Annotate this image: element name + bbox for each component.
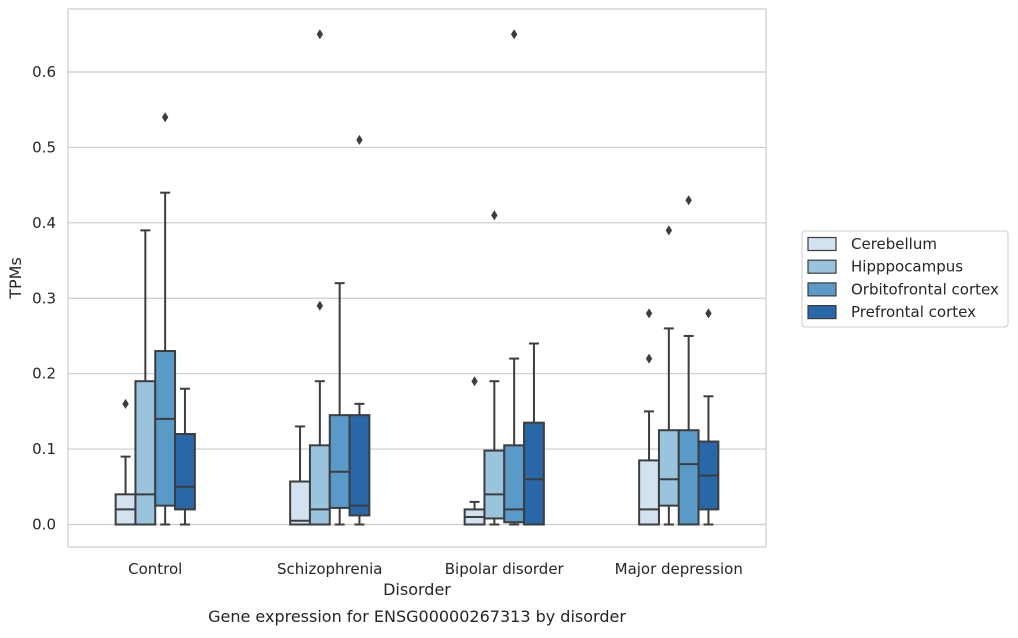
y-tick-label: 0.5 [32, 138, 56, 156]
box-body [134, 380, 157, 526]
y-tick-label: 0.3 [32, 289, 56, 307]
box-orbitofrontal-cortex [677, 195, 700, 526]
box-body [503, 444, 526, 524]
x-tick-label: Schizophrenia [277, 560, 382, 578]
outlier-point [510, 29, 518, 40]
box-orbitofrontal-cortex [328, 282, 351, 526]
x-tick-label: Major depression [615, 560, 743, 578]
box-hipppocampus [308, 29, 331, 526]
box-prefrontal-cortex [523, 342, 545, 526]
outlier-point [471, 376, 478, 387]
box-prefrontal-cortex [174, 387, 196, 526]
x-axis-label: Disorder [383, 580, 451, 599]
legend-label: Cerebellum [851, 235, 937, 253]
chart-title: Gene expression for ENSG00000267313 by d… [208, 607, 626, 626]
outlier-point [645, 308, 653, 319]
outlier-point [705, 308, 712, 319]
y-tick-label: 0.1 [32, 440, 56, 458]
x-axis-ticks: Control Schizophrenia Bipolar disorder Majo… [128, 560, 743, 578]
box-body [677, 429, 700, 526]
outlier-point [645, 353, 653, 364]
legend: Cerebellum Hipppocampus Orbitofrontal cort… [801, 230, 1009, 328]
box-body [289, 480, 311, 526]
legend-swatch [807, 236, 837, 252]
outlier-point [491, 210, 498, 221]
outlier-point [316, 29, 324, 40]
box-hipppocampus [483, 210, 506, 526]
y-tick-label: 0.2 [32, 365, 56, 383]
box-body [308, 444, 331, 526]
box-prefrontal-cortex [697, 308, 720, 526]
plot-area-frame [67, 8, 767, 548]
box-body [328, 414, 351, 509]
box-body [348, 414, 371, 517]
box-body [174, 433, 196, 511]
y-tick-label: 0.4 [32, 214, 56, 232]
box-cerebellum [463, 376, 486, 526]
outlier-point [316, 300, 324, 311]
legend-swatch [807, 282, 837, 297]
legend-label: Prefrontal cortex [851, 303, 976, 321]
legend-label: Orbitofrontal cortex [851, 280, 999, 298]
y-axis-label: TPMs [6, 257, 25, 300]
outlier-point [122, 398, 129, 409]
box-orbitofrontal-cortex [154, 112, 177, 526]
box-hipppocampus [657, 225, 680, 526]
box-body [483, 449, 506, 520]
outlier-point [356, 134, 363, 145]
x-tick-label: Bipolar disorder [445, 560, 565, 578]
legend-swatch [807, 259, 837, 274]
box-body [523, 421, 545, 526]
legend-swatch [807, 305, 837, 320]
box-cerebellum [638, 308, 660, 526]
y-axis-ticks: 0.0 0.1 0.2 0.3 0.4 0.5 0.6 [32, 63, 56, 534]
box-body [154, 350, 177, 507]
box-body [657, 429, 680, 507]
box-body [638, 459, 660, 526]
boxes-layer [114, 29, 720, 526]
y-tick-label: 0.0 [32, 516, 56, 534]
outlier-point [665, 225, 673, 236]
outlier-point [685, 195, 692, 206]
x-tick-label: Control [128, 560, 182, 578]
box-cerebellum [289, 425, 311, 526]
outlier-point [161, 112, 169, 123]
box-cerebellum [114, 398, 137, 526]
legend-label: Hipppocampus [851, 258, 963, 276]
box-prefrontal-cortex [348, 134, 371, 526]
legend-frame [801, 230, 1009, 328]
y-tick-label: 0.6 [32, 63, 56, 81]
box-orbitofrontal-cortex [503, 29, 526, 526]
box-hipppocampus [134, 229, 157, 526]
